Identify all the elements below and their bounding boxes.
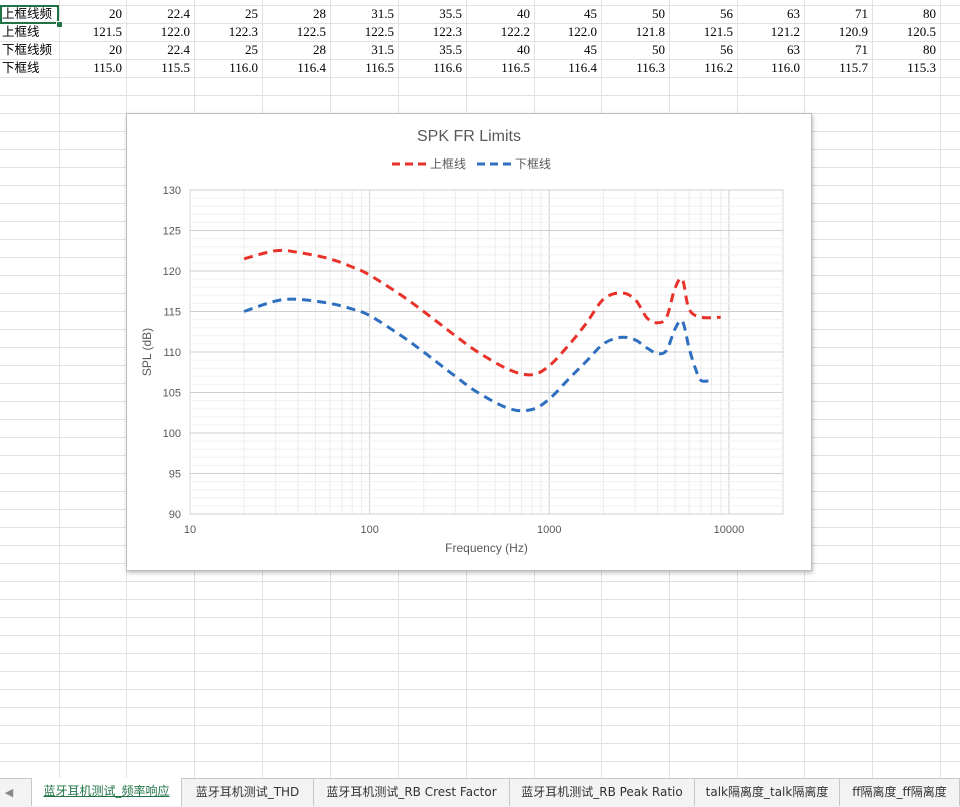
y-tick-label: 130 [163,185,181,197]
legend-label: 上框线 [430,157,466,171]
chart-legend: 上框线 下框线 [392,157,551,171]
y-tick-label: 95 [169,469,181,481]
data-cell[interactable]: 122.2 [500,24,530,39]
sheet-tab[interactable]: 蓝牙耳机测试_频率响应 [31,778,182,806]
data-cell[interactable]: 122.3 [432,24,462,39]
data-cell[interactable]: 116.2 [704,60,733,75]
series-line-upper[interactable] [243,248,721,377]
data-cell[interactable]: 121.5 [703,24,733,39]
sheet-tab[interactable]: 蓝牙耳机测试_RB Crest Factor [314,779,510,806]
data-cell[interactable]: 122.5 [296,24,326,39]
data-cell[interactable]: 35.5 [439,6,462,21]
data-cell[interactable]: 120.9 [838,24,868,39]
left-arrow-icon[interactable]: ◀ [4,787,14,799]
data-cell[interactable]: 121.2 [770,24,800,39]
data-cell[interactable]: 28 [313,42,326,57]
row-label-cell[interactable]: 上框线频 [2,6,53,21]
fill-handle[interactable] [56,21,63,28]
data-cell[interactable]: 56 [720,6,733,21]
data-cell[interactable]: 20 [109,42,122,57]
data-cell[interactable]: 122.3 [228,24,258,39]
data-cell[interactable]: 115.3 [907,60,936,75]
row-label-cell[interactable]: 下框线频 [2,42,53,57]
data-cell[interactable]: 45 [584,6,597,21]
active-cell-selection[interactable] [0,5,59,24]
data-cell[interactable]: 56 [720,42,733,57]
y-tick-label: 90 [169,509,181,521]
y-axis-title: SPL (dB) [140,328,154,376]
y-tick-label: 100 [163,428,181,440]
data-cell[interactable]: 63 [787,6,800,21]
data-cell[interactable]: 50 [652,42,665,57]
chart-gridlines [190,189,783,515]
data-cell[interactable]: 22.4 [167,6,190,21]
legend-label: 下框线 [515,157,551,171]
data-cell[interactable]: 116.6 [433,60,462,75]
data-cell[interactable]: 25 [245,6,258,21]
data-cell[interactable]: 116.3 [636,60,665,75]
data-cell[interactable]: 122.0 [160,24,190,39]
data-cell[interactable]: 40 [517,42,530,57]
data-cell[interactable]: 116.0 [771,60,800,75]
data-cell[interactable]: 80 [923,6,936,21]
data-cell[interactable]: 50 [652,6,665,21]
data-cell[interactable]: 28 [313,6,326,21]
data-cell[interactable]: 122.5 [364,24,394,39]
data-cell[interactable]: 115.5 [161,60,190,75]
data-cell[interactable]: 116.4 [568,60,597,75]
data-cell[interactable]: 31.5 [371,6,394,21]
y-tick-label: 105 [163,388,181,400]
data-cell[interactable]: 20 [109,6,122,21]
data-cell[interactable]: 45 [584,42,597,57]
chart-container[interactable]: SPK FR Limits 上框线 下框线 90 95 100 105 110 115 120 12… [126,113,812,571]
sheet-tab[interactable]: ff隔离度_ff隔离度 [840,779,960,806]
y-tick-label: 110 [163,347,181,359]
data-cell[interactable]: 63 [787,42,800,57]
data-cell[interactable]: 40 [517,6,530,21]
x-tick-label: 100 [360,524,378,536]
sheet-tab[interactable]: 蓝牙耳机测试_RB Peak Ratio [510,779,695,806]
sheet-tab[interactable]: 蓝牙耳机测试_THD [182,779,314,806]
spk-fr-limits-chart[interactable]: SPK FR Limits 上框线 下框线 90 95 100 105 110 115 120 12… [127,114,811,570]
spreadsheet-grid[interactable]: 上框线频 20 22.4 25 28 31.5 35.5 40 45 50 56 63 71 80 上框线 1… [0,0,960,778]
data-cell[interactable]: 121.5 [92,24,122,39]
x-tick-label: 1000 [537,524,561,536]
data-cell[interactable]: 120.5 [906,24,936,39]
x-tick-label: 10000 [714,524,745,536]
chart-title: SPK FR Limits [417,128,521,145]
data-cell[interactable]: 71 [855,6,868,21]
x-axis-title: Frequency (Hz) [445,541,528,555]
data-cell[interactable]: 80 [923,42,936,57]
data-cell[interactable]: 25 [245,42,258,57]
x-tick-label: 10 [184,524,196,536]
data-cell[interactable]: 31.5 [371,42,394,57]
data-cell[interactable]: 116.4 [297,60,326,75]
data-cell[interactable]: 71 [855,42,868,57]
data-cell[interactable]: 116.5 [501,60,530,75]
data-cell[interactable]: 122.0 [567,24,597,39]
data-cell[interactable]: 121.8 [635,24,665,39]
data-cell[interactable]: 115.0 [93,60,122,75]
row-label-cell[interactable]: 上框线 [2,24,40,39]
y-tick-label: 125 [163,226,181,238]
data-cell[interactable]: 22.4 [167,42,190,57]
data-cell[interactable]: 35.5 [439,42,462,57]
data-cell[interactable]: 116.0 [229,60,258,75]
y-tick-label: 115 [163,307,181,319]
data-cell[interactable]: 115.7 [839,60,868,75]
sheet-tab-bar: ◀ 蓝牙耳机测试_频率响应 蓝牙耳机测试_THD 蓝牙耳机测试_RB Crest F… [0,778,960,807]
sheet-tab[interactable]: talk隔离度_talk隔离度 [695,779,840,806]
y-tick-label: 120 [163,266,181,278]
row-label-cell[interactable]: 下框线 [2,60,40,75]
data-cell[interactable]: 116.5 [365,60,394,75]
